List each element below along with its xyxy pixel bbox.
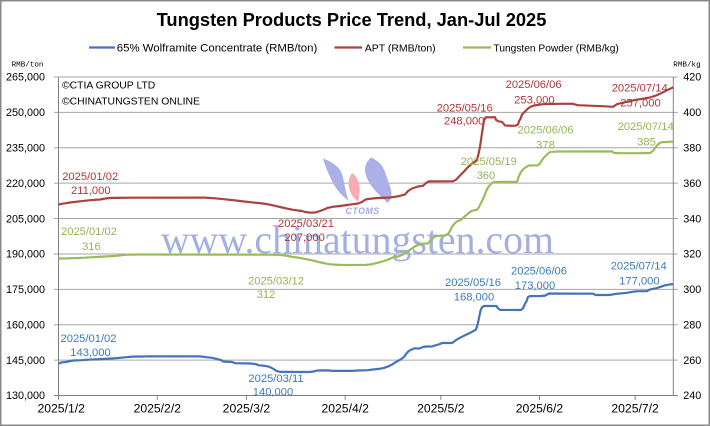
svg-text:360: 360: [683, 178, 701, 190]
svg-text:280: 280: [683, 319, 701, 331]
svg-text:2025/01/02: 2025/01/02: [61, 333, 117, 345]
svg-text:2025/06/06: 2025/06/06: [511, 265, 567, 277]
svg-text:Tungsten Products Price Trend,: Tungsten Products Price Trend, Jan-Jul 2…: [157, 9, 547, 30]
svg-text:APT (RMB/ton): APT (RMB/ton): [365, 42, 436, 54]
svg-text:177,000: 177,000: [619, 276, 659, 288]
svg-text:2025/06/06: 2025/06/06: [506, 79, 562, 91]
svg-text:160,000: 160,000: [6, 319, 45, 331]
svg-text:168,000: 168,000: [454, 292, 494, 304]
svg-text:300: 300: [683, 284, 701, 296]
svg-text:360: 360: [477, 170, 496, 182]
svg-text:2025/01/02: 2025/01/02: [61, 226, 117, 238]
svg-text:378: 378: [536, 140, 555, 152]
svg-text:312: 312: [257, 289, 276, 301]
svg-text:130,000: 130,000: [6, 390, 45, 402]
svg-text:2025/05/19: 2025/05/19: [461, 156, 517, 168]
svg-text:316: 316: [82, 241, 101, 253]
svg-text:2025/03/12: 2025/03/12: [248, 275, 304, 287]
svg-text:235,000: 235,000: [6, 143, 45, 155]
svg-text:143,000: 143,000: [70, 347, 110, 359]
svg-text:320: 320: [683, 249, 701, 261]
svg-text:2025/7/2: 2025/7/2: [611, 402, 659, 416]
svg-text:380: 380: [683, 143, 701, 155]
svg-text:253,000: 253,000: [514, 95, 554, 107]
svg-text:265,000: 265,000: [6, 72, 45, 84]
svg-text:400: 400: [683, 107, 701, 119]
svg-text:©CTIA GROUP LTD: ©CTIA GROUP LTD: [62, 80, 155, 91]
svg-text:65% Wolframite Concentrate (RM: 65% Wolframite Concentrate (RMB/ton): [117, 42, 318, 54]
svg-text:205,000: 205,000: [6, 213, 45, 225]
svg-text:211,000: 211,000: [71, 185, 111, 197]
svg-text:173,000: 173,000: [515, 280, 555, 292]
svg-text:145,000: 145,000: [6, 355, 45, 367]
svg-text:Tungsten Powder (RMB/kg): Tungsten Powder (RMB/kg): [494, 43, 619, 54]
svg-text:RMB/kg: RMB/kg: [673, 61, 700, 69]
svg-text:257,000: 257,000: [620, 98, 660, 110]
svg-text:2025/3/2: 2025/3/2: [223, 402, 271, 416]
svg-text:2025/07/14: 2025/07/14: [612, 82, 668, 94]
svg-text:2025/2/2: 2025/2/2: [134, 402, 182, 416]
svg-text:260: 260: [683, 355, 701, 367]
svg-text:2025/07/14: 2025/07/14: [611, 261, 667, 273]
svg-text:©CHINATUNGSTEN ONLINE: ©CHINATUNGSTEN ONLINE: [62, 96, 200, 107]
svg-text:CTOMS: CTOMS: [346, 206, 380, 216]
svg-text:2025/6/2: 2025/6/2: [516, 402, 564, 416]
svg-text:2025/5/2: 2025/5/2: [417, 402, 465, 416]
svg-text:2025/06/06: 2025/06/06: [518, 125, 574, 137]
svg-text:240: 240: [683, 390, 701, 402]
svg-text:340: 340: [683, 213, 701, 225]
svg-text:250,000: 250,000: [6, 107, 45, 119]
svg-text:2025/05/16: 2025/05/16: [437, 102, 493, 114]
svg-text:207,000: 207,000: [284, 232, 324, 244]
svg-text:2025/03/21: 2025/03/21: [278, 218, 334, 230]
svg-text:RMB/ton: RMB/ton: [12, 62, 44, 70]
svg-text:2025/4/2: 2025/4/2: [321, 402, 369, 416]
svg-text:2025/01/02: 2025/01/02: [62, 171, 118, 183]
svg-text:190,000: 190,000: [6, 249, 45, 261]
svg-text:2025/1/2: 2025/1/2: [37, 402, 85, 416]
svg-text:248,000: 248,000: [444, 116, 484, 128]
svg-text:175,000: 175,000: [6, 284, 45, 296]
svg-text:2025/05/16: 2025/05/16: [445, 277, 501, 289]
svg-text:140,000: 140,000: [253, 387, 293, 399]
svg-text:2025/03/11: 2025/03/11: [248, 373, 303, 385]
svg-text:385: 385: [637, 136, 656, 148]
svg-text:420: 420: [683, 72, 701, 84]
svg-text:2025/07/14: 2025/07/14: [618, 121, 674, 133]
svg-text:220,000: 220,000: [6, 178, 45, 190]
